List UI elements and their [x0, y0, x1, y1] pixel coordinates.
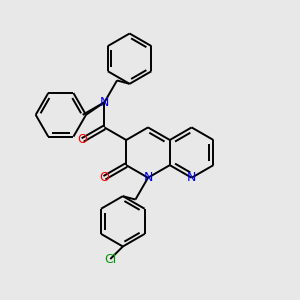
Text: N: N [143, 171, 153, 184]
Text: N: N [187, 171, 196, 184]
Text: N: N [100, 96, 109, 109]
Text: Cl: Cl [104, 253, 116, 266]
Text: O: O [78, 134, 88, 146]
Text: O: O [100, 171, 110, 184]
